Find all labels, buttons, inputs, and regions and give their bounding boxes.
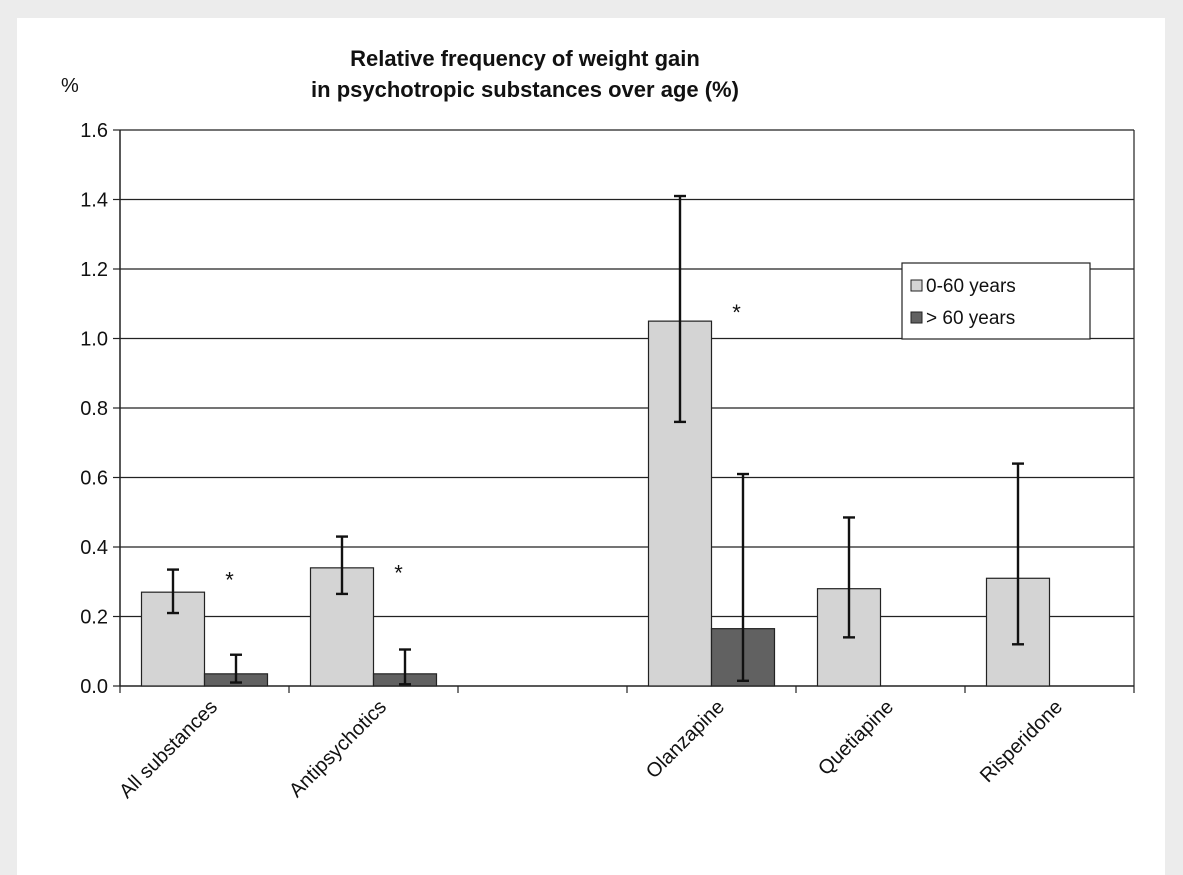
legend-swatch xyxy=(910,279,923,292)
significance-marker: * xyxy=(225,567,234,592)
y-tick-label: 0.0 xyxy=(80,676,108,698)
axis-labels: 0.0 0.2 0.4 0.6 0.8 1.0 1.2 1.4 1.6 * * * All substa… xyxy=(80,120,1067,803)
category-label: Quetiapine xyxy=(814,696,898,780)
axes xyxy=(113,129,1135,693)
significance-marker: * xyxy=(394,560,403,585)
y-tick-label: 1.2 xyxy=(80,259,108,281)
y-tick-label: 0.4 xyxy=(80,537,108,559)
legend-box xyxy=(901,262,1091,340)
legend-swatch xyxy=(910,311,923,324)
category-label: Olanzapine xyxy=(642,696,729,783)
bar-chart: Relative frequency of weight gain in psy… xyxy=(61,46,1135,803)
y-tick-label: 1.0 xyxy=(80,329,108,351)
chart-title-line-1: Relative frequency of weight gain xyxy=(350,46,700,71)
legend-label: > 60 years xyxy=(926,308,1015,329)
category-label: Antipsychotics xyxy=(285,696,391,802)
y-tick-label: 0.8 xyxy=(80,398,108,420)
y-unit-label: % xyxy=(61,75,79,97)
chart-title-line-2: in psychotropic substances over age (%) xyxy=(311,77,739,102)
gridlines xyxy=(120,129,1134,618)
category-label: All substances xyxy=(115,696,222,803)
significance-marker: * xyxy=(732,300,741,325)
bars xyxy=(140,194,1051,687)
y-tick-label: 1.4 xyxy=(80,190,108,212)
category-label: Risperidone xyxy=(976,696,1067,787)
y-tick-label: 1.6 xyxy=(80,120,108,142)
y-tick-label: 0.6 xyxy=(80,468,108,490)
chart-panel: Relative frequency of weight gain in psy… xyxy=(17,18,1165,875)
y-tick-label: 0.2 xyxy=(80,607,108,629)
legend-label: 0-60 years xyxy=(926,276,1016,297)
legend: 0-60 years > 60 years xyxy=(901,262,1091,340)
